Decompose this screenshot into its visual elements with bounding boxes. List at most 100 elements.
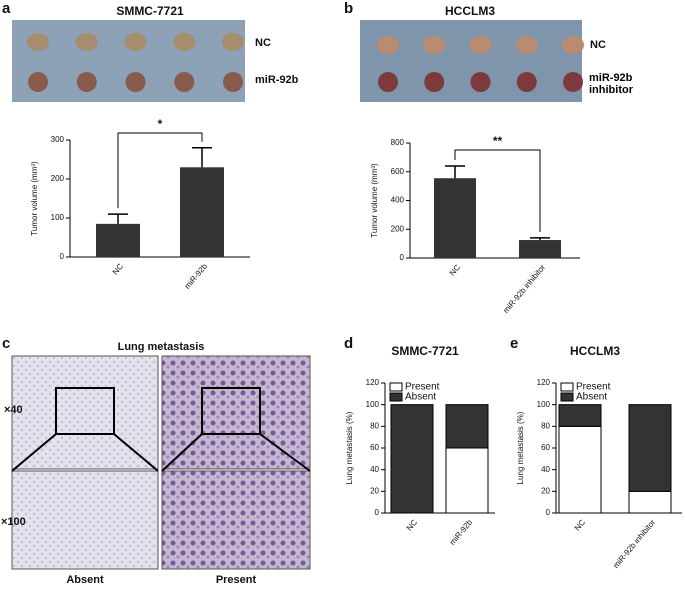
y-tick-label: 0 bbox=[60, 252, 65, 261]
magnification: ×100 bbox=[1, 516, 26, 528]
error-bar bbox=[530, 237, 550, 241]
y-tick-label: 400 bbox=[391, 196, 405, 205]
photo-label: NC bbox=[255, 37, 271, 49]
y-tick-label: 200 bbox=[51, 174, 65, 183]
significance: ** bbox=[493, 134, 503, 148]
tumor bbox=[562, 36, 584, 54]
histology-image bbox=[161, 470, 311, 570]
y-axis-label: Tumor volume (mm³) bbox=[30, 161, 39, 236]
significance-bracket bbox=[117, 132, 203, 209]
x-tick-label: miR-92b inhibitor bbox=[611, 518, 657, 570]
bar-segment bbox=[628, 490, 672, 514]
zoom-box bbox=[201, 387, 261, 435]
chart-title: HCCLM3 bbox=[445, 4, 495, 18]
y-tick-label: 800 bbox=[391, 138, 405, 147]
y-tick-label: 40 bbox=[370, 465, 379, 474]
y-tick-label: 0 bbox=[375, 508, 380, 517]
tumor bbox=[223, 72, 243, 92]
panel-label: e bbox=[510, 335, 518, 352]
bar-segment bbox=[558, 404, 602, 427]
y-tick-label: 0 bbox=[400, 253, 405, 262]
y-tick-label: 120 bbox=[537, 378, 551, 387]
legend-swatch bbox=[560, 382, 574, 392]
tumor bbox=[515, 36, 538, 54]
bar-segment bbox=[390, 404, 434, 514]
bar bbox=[96, 223, 140, 257]
bar-segment bbox=[445, 447, 489, 514]
tumor bbox=[222, 33, 244, 51]
tumor bbox=[516, 72, 537, 92]
tumor bbox=[377, 36, 399, 54]
photo-label: NC bbox=[590, 39, 606, 51]
group-label: Absent bbox=[66, 574, 104, 586]
panel-label: b bbox=[344, 0, 353, 17]
x-tick-label: NC bbox=[405, 518, 419, 533]
y-tick-label: 60 bbox=[541, 443, 550, 452]
y-tick-label: 0 bbox=[546, 508, 551, 517]
zoom-line bbox=[113, 433, 159, 472]
tumor bbox=[124, 33, 147, 51]
tumor-photo bbox=[360, 20, 582, 102]
legend-label: Absent bbox=[405, 392, 436, 403]
y-axis-label: Lung metastasis (%) bbox=[516, 411, 525, 484]
legend-swatch bbox=[389, 382, 403, 392]
tumor bbox=[76, 72, 97, 92]
bar-segment bbox=[558, 425, 602, 514]
zoom-line bbox=[259, 433, 311, 472]
y-tick-label: 100 bbox=[537, 400, 551, 409]
bar bbox=[434, 178, 476, 258]
y-tick-label: 80 bbox=[370, 421, 379, 430]
bar bbox=[519, 240, 561, 258]
tumor bbox=[563, 72, 583, 92]
photo-label-box: miR-92b inhibitor bbox=[589, 72, 633, 96]
x-tick-label: NC bbox=[111, 262, 125, 277]
chart-title: SMMC-7721 bbox=[391, 344, 459, 358]
tumor bbox=[378, 72, 398, 92]
tumor bbox=[28, 72, 48, 92]
tumor-photo bbox=[12, 20, 245, 102]
tumor bbox=[173, 33, 196, 51]
y-tick-label: 60 bbox=[370, 443, 379, 452]
x-tick-label: miR-92b bbox=[448, 517, 475, 546]
x-tick-label: NC bbox=[448, 263, 462, 278]
y-axis-label: Lung metastasis (%) bbox=[345, 411, 354, 484]
y-tick-label: 200 bbox=[391, 224, 405, 233]
panel-label: a bbox=[2, 0, 11, 17]
tumor bbox=[469, 36, 492, 54]
legend-label: Absent bbox=[576, 392, 607, 403]
bar-segment bbox=[628, 404, 672, 492]
zoom-box bbox=[55, 387, 115, 435]
significance-bracket bbox=[454, 149, 541, 232]
legend-label: Present bbox=[405, 382, 440, 393]
y-tick-label: 40 bbox=[541, 465, 550, 474]
y-tick-label: 20 bbox=[541, 486, 550, 495]
y-tick-label: 100 bbox=[366, 400, 380, 409]
histology-image bbox=[161, 355, 311, 470]
tumor bbox=[125, 72, 146, 92]
histology-title: Lung metastasis bbox=[118, 341, 205, 353]
panel-label: c bbox=[2, 335, 10, 352]
bar-segment bbox=[445, 404, 489, 449]
tumor bbox=[424, 72, 445, 92]
error-bar bbox=[108, 213, 128, 224]
tumor bbox=[423, 36, 446, 54]
legend-swatch bbox=[389, 392, 403, 402]
y-tick-label: 600 bbox=[391, 167, 405, 176]
x-tick-label: NC bbox=[573, 518, 587, 533]
panel-label: d bbox=[344, 335, 353, 352]
tumor bbox=[75, 33, 98, 51]
zoom-line bbox=[11, 433, 57, 472]
significance: * bbox=[158, 117, 163, 131]
histology-image bbox=[11, 470, 159, 570]
error-bar bbox=[192, 147, 212, 168]
y-tick-label: 20 bbox=[370, 486, 379, 495]
chart-title: HCCLM3 bbox=[570, 344, 620, 358]
y-axis-label: Tumor volume (mm³) bbox=[370, 163, 379, 238]
x-tick-label: miR-92b inhibitor bbox=[501, 263, 547, 315]
x-tick-label: miR-92b bbox=[183, 261, 210, 290]
magnification: ×40 bbox=[4, 404, 23, 416]
zoom-line bbox=[161, 433, 203, 472]
y-tick-label: 80 bbox=[541, 421, 550, 430]
y-tick-label: 120 bbox=[366, 378, 380, 387]
